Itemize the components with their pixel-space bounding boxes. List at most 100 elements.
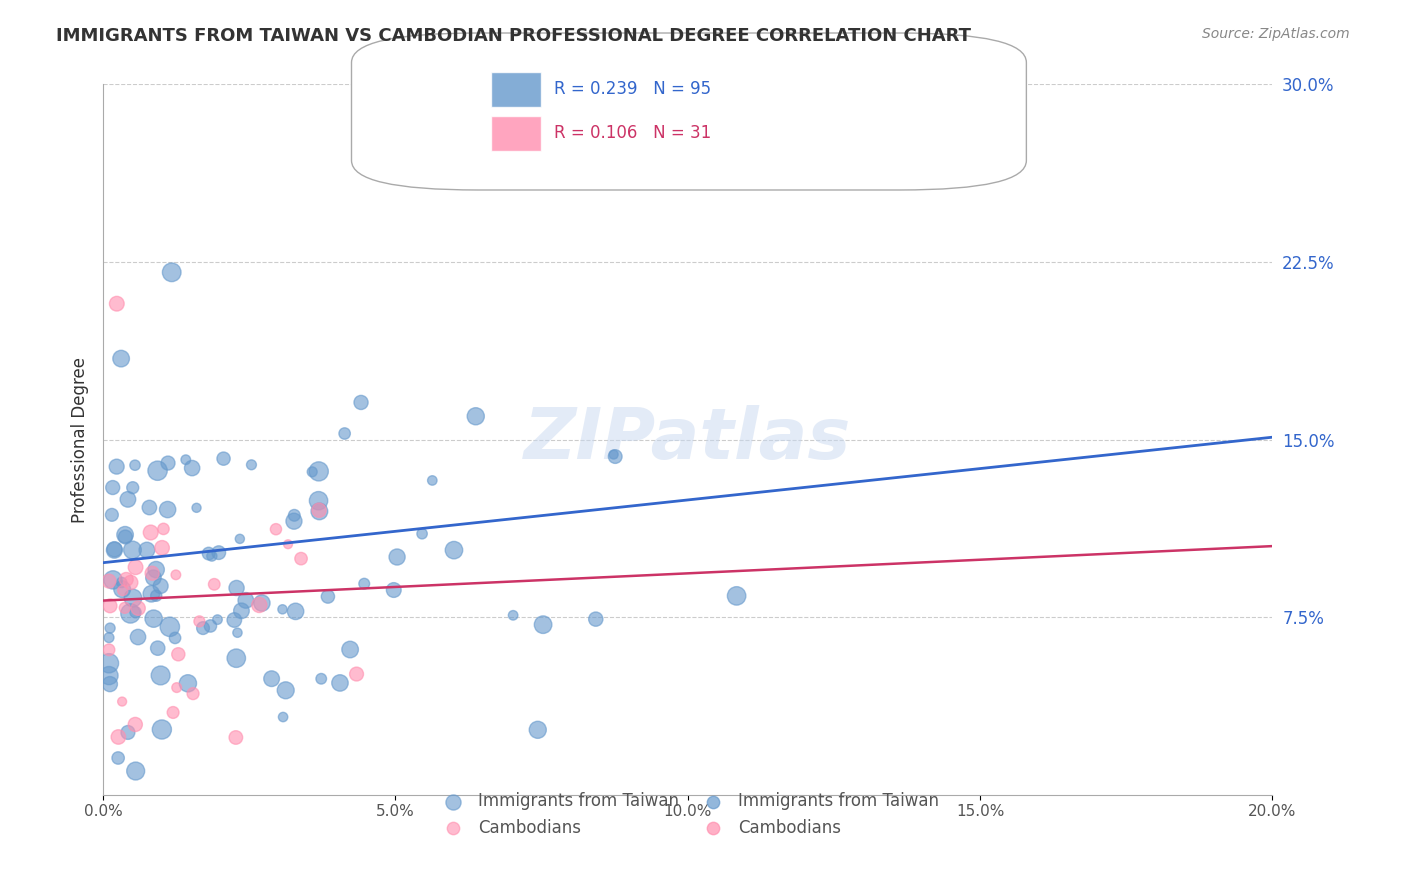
Immigrants from Taiwan [111,582,134,597]
Immigrants from Taiwan [309,672,332,686]
Immigrants from Taiwan [141,587,163,601]
Immigrants from Taiwan [350,395,373,409]
Immigrants from Taiwan [120,607,142,621]
Immigrants from Taiwan [101,481,124,495]
Immigrants from Taiwan [124,605,146,619]
Immigrants from Taiwan [283,514,305,528]
Text: IMMIGRANTS FROM TAIWAN VS CAMBODIAN PROFESSIONAL DEGREE CORRELATION CHART: IMMIGRANTS FROM TAIWAN VS CAMBODIAN PROF… [56,27,972,45]
Text: R = 0.239   N = 95: R = 0.239 N = 95 [554,80,711,98]
Immigrants from Taiwan [224,613,246,627]
Immigrants from Taiwan [103,542,125,557]
Immigrants from Taiwan [274,683,297,698]
Immigrants from Taiwan [149,668,172,682]
Immigrants from Taiwan [114,527,136,541]
Immigrants from Taiwan [225,651,247,665]
Immigrants from Taiwan [103,543,125,558]
Immigrants from Taiwan [177,676,200,690]
Cambodians [202,577,225,591]
Immigrants from Taiwan [98,631,121,645]
Immigrants from Taiwan [605,450,627,464]
Immigrants from Taiwan [149,579,172,593]
Immigrants from Taiwan [121,543,143,558]
Cambodians [277,537,299,551]
Immigrants from Taiwan [200,619,222,633]
Immigrants from Taiwan [135,543,157,558]
Immigrants from Taiwan [142,612,165,626]
Cambodians [124,560,146,574]
Immigrants from Taiwan [114,530,136,544]
Cambodians [264,522,287,536]
Immigrants from Taiwan [174,452,197,467]
Immigrants from Taiwan [138,500,160,515]
Immigrants from Taiwan [201,549,224,563]
Immigrants from Taiwan [271,602,294,616]
Immigrants from Taiwan [225,581,247,595]
Cambodians [308,503,330,517]
Immigrants from Taiwan [145,589,167,603]
Cambodians [115,573,138,587]
Immigrants from Taiwan [124,458,146,473]
Immigrants from Taiwan [329,676,352,690]
Immigrants from Taiwan [107,751,129,765]
Immigrants from Taiwan [316,590,339,604]
Immigrants from Taiwan [308,493,330,508]
Immigrants from Taiwan [585,612,607,626]
Y-axis label: Professional Degree: Professional Degree [72,357,89,523]
Immigrants from Taiwan [385,549,408,564]
Immigrants from Taiwan [146,641,169,656]
FancyBboxPatch shape [352,33,1026,190]
Immigrants from Taiwan [98,657,121,671]
Immigrants from Taiwan [105,459,128,474]
Immigrants from Taiwan [411,526,433,541]
Immigrants from Taiwan [725,589,748,603]
Cambodians [124,717,146,731]
Immigrants from Taiwan [191,621,214,635]
Immigrants from Taiwan [308,464,330,478]
Immigrants from Taiwan [121,481,143,495]
Immigrants from Taiwan [235,593,257,607]
Immigrants from Taiwan [117,725,139,739]
Text: Source: ZipAtlas.com: Source: ZipAtlas.com [1202,27,1350,41]
Immigrants from Taiwan [602,448,624,462]
Immigrants from Taiwan [197,547,219,561]
Immigrants from Taiwan [181,461,204,475]
Immigrants from Taiwan [122,591,145,605]
Immigrants from Taiwan [502,608,524,623]
Immigrants from Taiwan [231,604,253,618]
Immigrants from Taiwan [207,613,229,627]
Cambodians [120,575,142,590]
Immigrants from Taiwan [111,575,134,590]
Immigrants from Taiwan [250,596,273,610]
Legend: Immigrants from Taiwan, Cambodians, Immigrants from Taiwan, Cambodians: Immigrants from Taiwan, Cambodians, Immi… [430,786,945,843]
Cambodians [162,706,184,720]
Cambodians [150,541,173,555]
Cambodians [165,567,187,582]
Immigrants from Taiwan [98,677,121,691]
Cambodians [188,615,211,629]
Immigrants from Taiwan [101,508,124,522]
Immigrants from Taiwan [271,710,294,724]
Immigrants from Taiwan [110,351,132,366]
Cambodians [166,681,188,695]
Immigrants from Taiwan [301,465,323,479]
Cambodians [98,599,121,613]
Cambodians [107,730,129,744]
Cambodians [139,525,162,540]
Immigrants from Taiwan [212,451,235,466]
Text: ZIPatlas: ZIPatlas [524,405,852,474]
FancyBboxPatch shape [491,116,541,151]
Immigrants from Taiwan [226,625,249,640]
Immigrants from Taiwan [353,576,375,591]
Cambodians [152,522,174,536]
Immigrants from Taiwan [156,456,179,470]
Cambodians [98,642,121,657]
Cambodians [346,667,368,681]
Immigrants from Taiwan [150,723,173,737]
Immigrants from Taiwan [531,617,554,632]
Immigrants from Taiwan [125,764,148,778]
Immigrants from Taiwan [339,642,361,657]
FancyBboxPatch shape [491,72,541,106]
Immigrants from Taiwan [443,543,465,558]
Immigrants from Taiwan [165,631,187,645]
Immigrants from Taiwan [464,409,486,424]
